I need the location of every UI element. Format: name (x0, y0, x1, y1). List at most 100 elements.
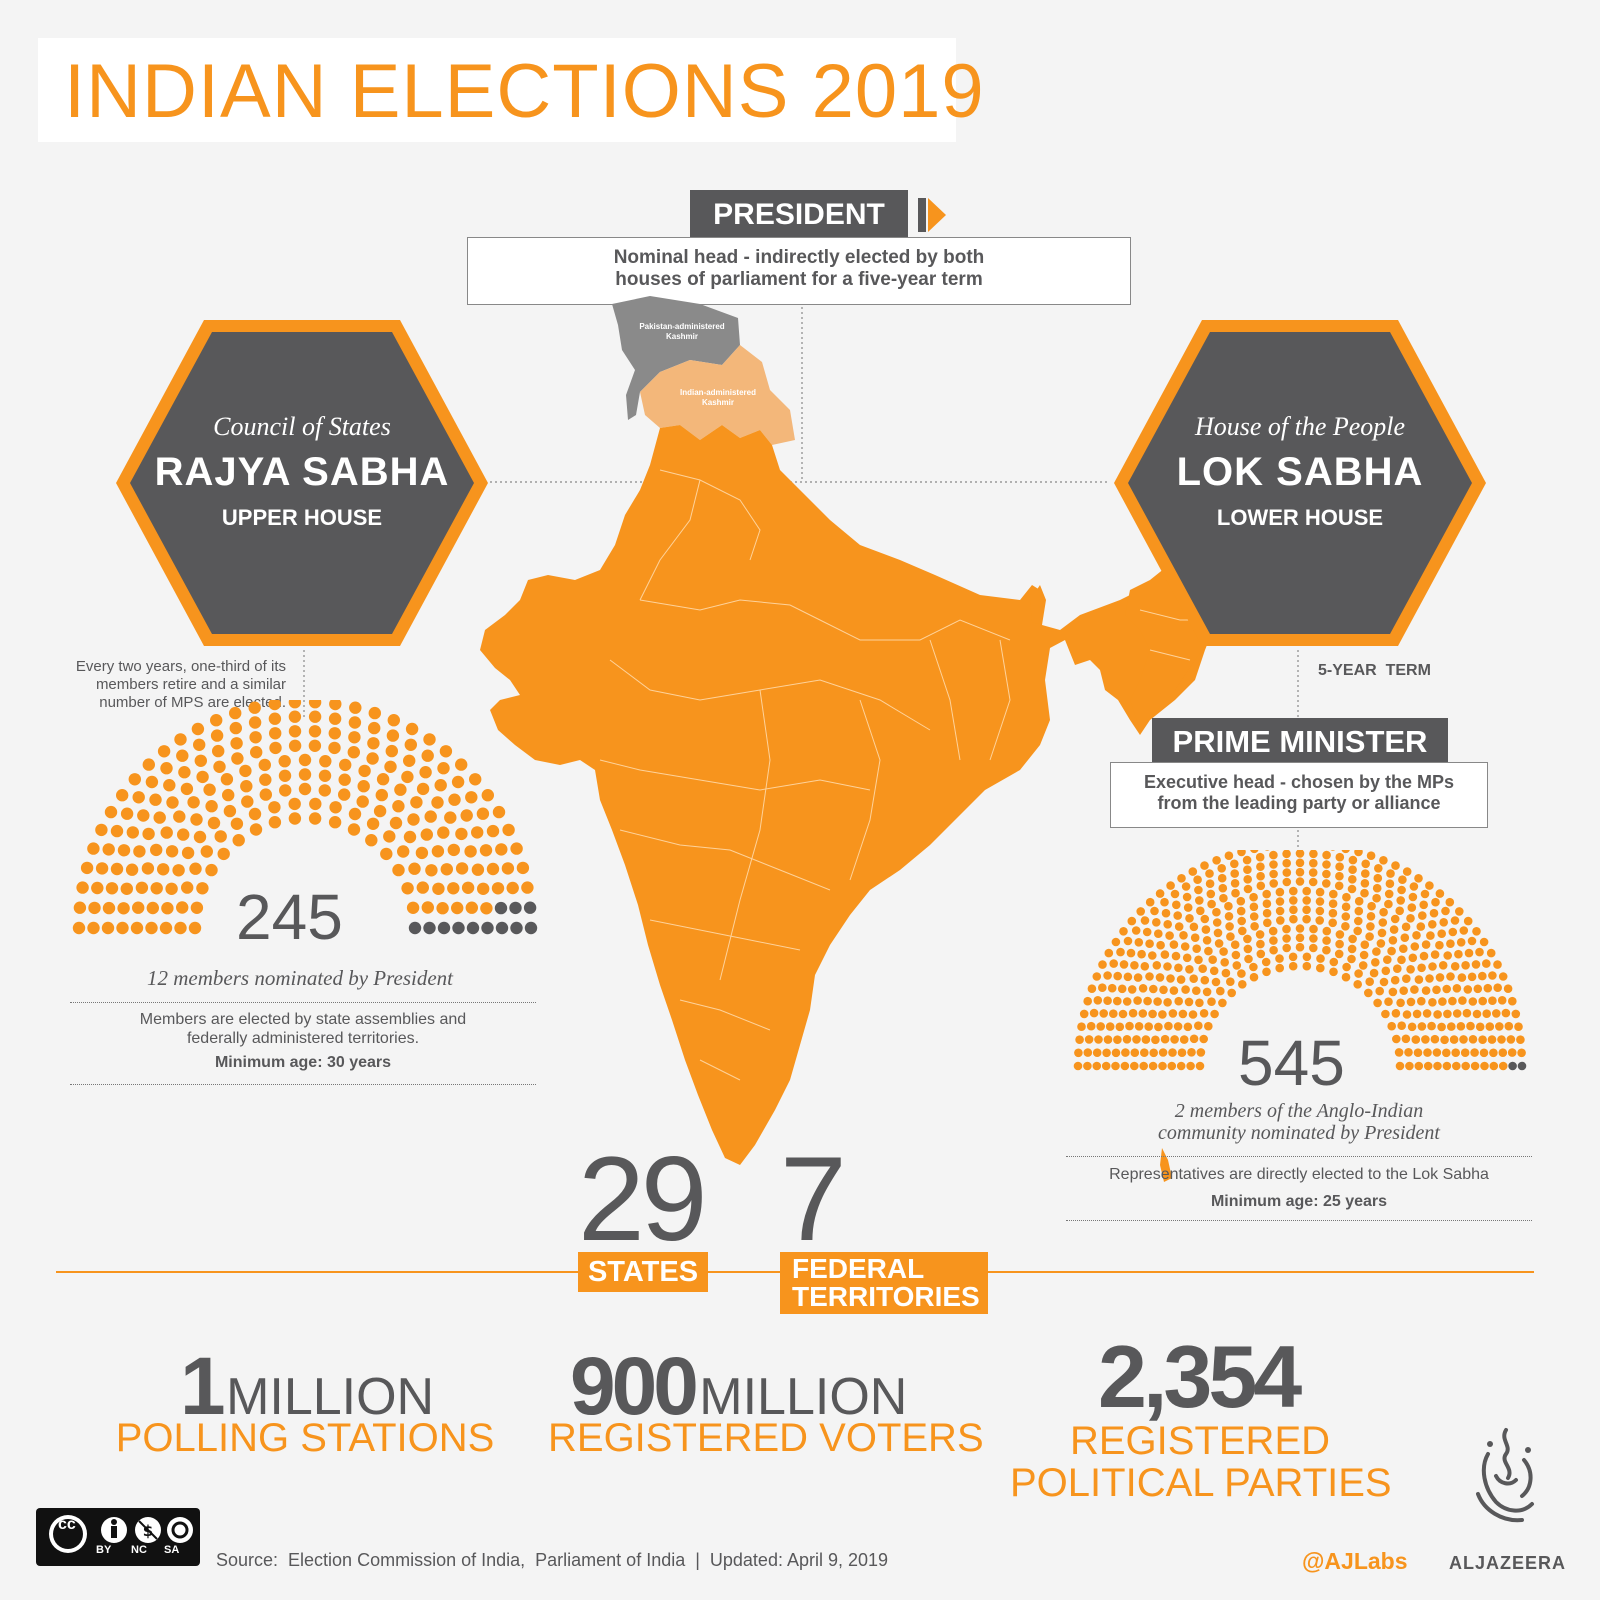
lok-seat (1396, 896, 1405, 905)
rajya-seat (439, 745, 453, 758)
lok-seat (1243, 875, 1252, 884)
rajya-seat (110, 862, 124, 876)
rajya-seat (386, 729, 400, 742)
lok-seat (1168, 1009, 1178, 1018)
rajya-term-line3: number of MPS are elected. (99, 694, 286, 711)
lok-seat (1384, 997, 1393, 1006)
lok-seat (1142, 927, 1152, 937)
lok-seat (1462, 1008, 1472, 1018)
cc-by: BY (96, 1544, 112, 1556)
rajya-seat (101, 921, 115, 935)
lok-seat (1230, 879, 1240, 888)
lok-seat (1249, 972, 1259, 982)
rajya-seat (76, 881, 89, 894)
lok-seat (1184, 997, 1194, 1007)
lok-seat (1391, 861, 1400, 870)
lok-seat (1401, 1034, 1411, 1044)
lok-seat (1269, 860, 1278, 869)
lok-seat (1354, 916, 1363, 926)
lok-seat (1249, 892, 1258, 902)
lok-seat (1140, 916, 1150, 925)
rajya-seat (403, 830, 417, 844)
lok-seat (1309, 934, 1318, 943)
rajya-seat (142, 827, 155, 841)
lok-seat (1414, 1061, 1424, 1071)
lok-seat (1163, 998, 1172, 1007)
stat-parties-label: REGISTERED POLITICAL PARTIES (1010, 1420, 1392, 1504)
lok-seat (1218, 883, 1228, 893)
lok-seat (1123, 972, 1133, 982)
rajya-seat (348, 731, 361, 744)
rajya-seat (145, 775, 159, 789)
lok-seat (1295, 850, 1305, 858)
rajya-seat (193, 738, 206, 751)
cc-nc: NC (131, 1544, 147, 1556)
lok-seat (1394, 1048, 1404, 1057)
lok-seat (1459, 926, 1469, 935)
rajya-seat (163, 779, 176, 792)
lok-seat (1348, 875, 1357, 884)
lok-seat (1113, 1035, 1122, 1044)
lok-seat (1225, 922, 1234, 931)
rajya-seat (516, 861, 530, 875)
pak-kashmir-region (612, 296, 740, 420)
lok-term: 5-YEAR TERM (1318, 662, 1431, 679)
lok-seat (1329, 957, 1339, 967)
rajya-seat (231, 752, 244, 765)
lok-seat (1148, 1061, 1158, 1071)
lok-seat (1166, 881, 1175, 890)
lok-seat (1232, 961, 1242, 970)
rajya-seat (196, 770, 209, 784)
lok-seat (1461, 1061, 1470, 1071)
lok-seat (1177, 874, 1186, 883)
rajya-house: UPPER HOUSE (221, 505, 383, 530)
rajya-nominated-seat (423, 921, 436, 935)
lok-seat (1158, 1061, 1167, 1071)
lok-seat (1263, 918, 1272, 928)
lok-nominated-line1: 2 members of the Anglo-Indian (1174, 1100, 1424, 1122)
rajya-nominated-seat (495, 921, 509, 935)
lok-seat (1487, 1035, 1497, 1044)
rajya-seat (436, 902, 449, 915)
lok-seat (1411, 1035, 1421, 1044)
rajya-seat (181, 846, 195, 860)
lok-seat (1213, 928, 1223, 938)
rajya-seat (203, 783, 216, 796)
lok-seat (1153, 997, 1162, 1006)
lok-seat (1111, 937, 1121, 947)
lok-seat (1506, 1035, 1516, 1044)
source-note: Source: Election Commission of India, Pa… (216, 1550, 889, 1570)
rajya-seat (88, 901, 101, 915)
lok-seat (1282, 850, 1291, 859)
lok-seat (1457, 973, 1467, 982)
lok-seat (1210, 1009, 1219, 1019)
lok-seat (1237, 969, 1246, 978)
lok-seat (1219, 893, 1228, 903)
lok-seat (1173, 1022, 1183, 1031)
rajya-seat (150, 882, 163, 895)
rajya-seat (241, 795, 254, 808)
lok-seat (1329, 889, 1338, 899)
rajya-seat (205, 863, 218, 877)
rajya-seat (181, 881, 194, 894)
lok-seat (1098, 960, 1107, 969)
lok-seat (1200, 861, 1209, 870)
ajlabs-handle[interactable]: @AJLabs (1302, 1548, 1408, 1574)
rajya-seat (177, 828, 190, 841)
lok-seat (1328, 899, 1338, 908)
lok-seat (1497, 996, 1507, 1005)
rajya-seat (141, 862, 155, 875)
title-box (38, 38, 956, 142)
lok-seat (1289, 914, 1298, 924)
rajya-nominated-seat (466, 921, 480, 935)
lok-seat (1400, 933, 1410, 942)
lok-seat (1379, 977, 1389, 987)
page-title: INDIAN ELECTIONS 2019 (64, 49, 985, 134)
lok-seat (1170, 1035, 1179, 1044)
rajya-seat (259, 788, 272, 801)
lok-seat (1226, 977, 1235, 986)
lok-subtitle: House of the People (1194, 412, 1406, 441)
lok-seat (1295, 933, 1305, 943)
rajya-seat (416, 881, 429, 894)
lok-seat (1395, 906, 1404, 916)
